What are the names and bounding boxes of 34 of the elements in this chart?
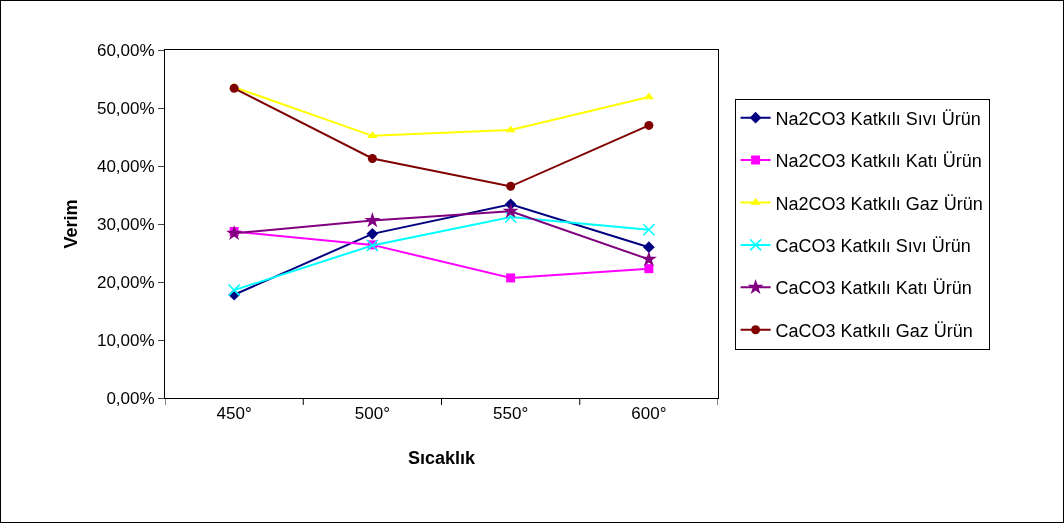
y-tick-label: 0,00% <box>106 388 155 408</box>
y-tick-label: 30,00% <box>96 214 155 234</box>
point <box>364 212 381 228</box>
x-tick-label: 600° <box>631 404 667 424</box>
point <box>504 210 517 224</box>
y-tick-label: 60,00% <box>96 40 155 60</box>
point <box>226 224 243 241</box>
point <box>642 223 656 237</box>
y-axis-title: Verim <box>61 199 82 249</box>
point <box>643 241 655 254</box>
x-tick-label: 500° <box>354 404 390 424</box>
point <box>366 228 379 240</box>
y-tick-label: 50,00% <box>96 98 155 118</box>
point <box>506 181 516 191</box>
legend-label: CaCO3 Katkılı Katı Ürün <box>775 278 972 299</box>
y-tick-label: 20,00% <box>96 272 155 292</box>
y-tick-label: 10,00% <box>96 330 155 350</box>
point <box>640 250 657 267</box>
point <box>367 131 378 139</box>
x-tick-label: 450° <box>216 404 252 424</box>
point <box>644 264 654 274</box>
legend-label: Na2CO3 Katkılı Katı Ürün <box>775 151 982 172</box>
point <box>367 153 377 163</box>
legend-label: CaCO3 Katkılı Gaz Ürün <box>775 320 973 341</box>
point <box>227 283 241 297</box>
legend-label: Na2CO3 Katkılı Sıvı Ürün <box>775 108 981 129</box>
legend-label: CaCO3 Katkılı Sıvı Ürün <box>775 235 971 256</box>
point <box>644 120 654 130</box>
point <box>502 202 519 219</box>
x-tick-label: 550° <box>493 404 529 424</box>
legend-label: Na2CO3 Katkılı Gaz Ürün <box>775 193 983 214</box>
x-axis-title: Sıcaklık <box>407 447 477 468</box>
point <box>506 273 516 283</box>
y-tick-label: 40,00% <box>96 156 155 176</box>
